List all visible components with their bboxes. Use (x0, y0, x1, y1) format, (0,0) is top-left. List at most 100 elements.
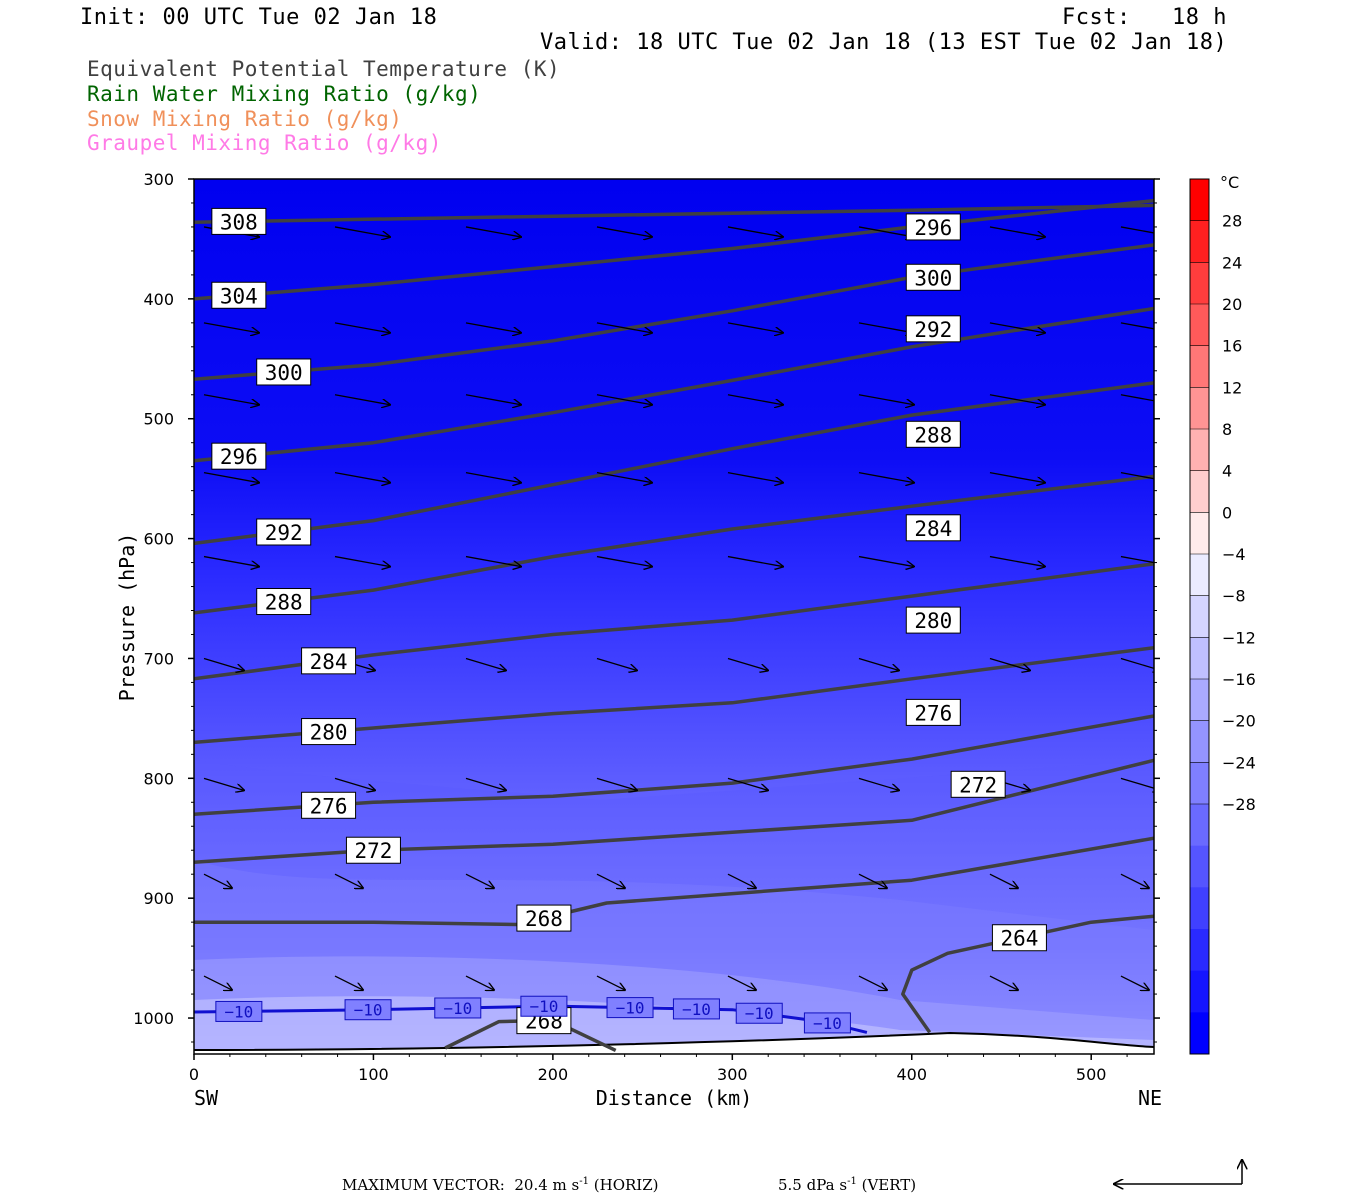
y-tick-label: 400 (143, 290, 174, 309)
wind-vector (858, 777, 899, 790)
contour-label: 296 (220, 445, 258, 469)
wind-vector (858, 555, 914, 567)
colorbar-swatch (1190, 720, 1209, 763)
wind-vector (989, 555, 1045, 567)
plot-frame (193, 178, 1155, 1055)
colorbar-swatch (1190, 1012, 1209, 1055)
wind-vector (989, 394, 1045, 405)
colorbar-frame (1189, 178, 1210, 1055)
wind-vector (334, 322, 390, 333)
wind-vector (596, 657, 637, 670)
colorbar-swatch (1190, 220, 1209, 263)
wind-vector (989, 657, 1030, 670)
wind-vector (334, 472, 390, 483)
temperature-label: −10 (682, 1000, 711, 1019)
theta-e-contour (901, 914, 1154, 1034)
wind-vector (334, 226, 390, 237)
wind-vector (989, 322, 1045, 333)
colorbar-label: 12 (1222, 378, 1242, 397)
legend-equivalent-potential-temperature: Equivalent Potential Temperature (K) (87, 57, 561, 81)
wind-vector (203, 975, 232, 990)
contour-label-box (301, 791, 357, 819)
wind-vector (465, 472, 521, 483)
wind-vector (203, 322, 259, 333)
wind-vector (727, 873, 756, 888)
wind-vector (1120, 555, 1154, 564)
temperature-label: −10 (616, 999, 645, 1018)
wind-vector (596, 873, 625, 888)
contour-label: 272 (959, 773, 997, 797)
contour-label-box (211, 281, 267, 309)
wind-vector (465, 394, 521, 405)
temperature-label-box (606, 997, 654, 1019)
colorbar-label: −24 (1222, 753, 1256, 772)
wind-vector (727, 975, 756, 990)
temperature-label-box (672, 998, 720, 1020)
wind-vector (203, 777, 244, 790)
contour-label-box (950, 770, 1006, 798)
wind-vector (596, 226, 652, 237)
legend-graupel-mixing-ratio: Graupel Mixing Ratio (g/kg) (87, 131, 442, 155)
wind-vector (1120, 322, 1154, 330)
y-tick-label: 700 (143, 649, 174, 668)
legend-snow-mixing-ratio: Snow Mixing Ratio (g/kg) (87, 107, 403, 131)
wind-vector (727, 472, 783, 483)
temperature-label-box (520, 995, 568, 1017)
temperature-label-box (735, 1002, 783, 1024)
contour-label-box (905, 213, 961, 241)
contour-label-box (905, 315, 961, 343)
wind-vector (203, 657, 244, 670)
contour-label: 276 (914, 701, 952, 725)
wind-vector (727, 322, 783, 333)
temperature-label: −10 (443, 999, 472, 1018)
wind-vector (1120, 777, 1154, 790)
contour-label-box (211, 207, 267, 235)
contour-label-box (905, 698, 961, 726)
colorbar-label: 4 (1222, 462, 1232, 481)
wind-vector (727, 555, 783, 567)
temperature-label-box (215, 1000, 263, 1022)
contour-label-box (256, 518, 312, 546)
wind-vector (203, 472, 259, 483)
colorbar-swatch (1190, 804, 1209, 847)
wind-vector (989, 226, 1045, 237)
wind-vector (465, 777, 506, 790)
theta-e-contour (194, 203, 1154, 224)
legend-rain-water-mixing-ratio: Rain Water Mixing Ratio (g/kg) (87, 82, 482, 106)
colorbar-swatch (1190, 679, 1209, 722)
wind-vector (203, 394, 259, 405)
temperature-label: −10 (813, 1014, 842, 1033)
wind-vector (334, 777, 375, 790)
wind-vector (596, 472, 652, 483)
contour-label: 280 (914, 609, 952, 633)
wind-vector (1120, 657, 1154, 670)
wind-vector (989, 873, 1018, 888)
wind-vector (334, 873, 363, 888)
contour-label: 264 (1000, 927, 1038, 951)
y-tick-label: 900 (143, 889, 174, 908)
y-tick-label: 1000 (133, 1009, 174, 1028)
wind-vector (727, 394, 783, 405)
contour-label: 284 (310, 650, 348, 674)
wind-vector (858, 975, 887, 990)
contour-label: 300 (265, 361, 303, 385)
contour-label: 284 (914, 517, 952, 541)
colorbar-swatch (1190, 637, 1209, 680)
x-tick-label: 300 (717, 1065, 748, 1084)
wind-vector (334, 555, 390, 567)
wind-vector (858, 394, 914, 405)
colorbar-label: −4 (1222, 545, 1246, 564)
colorbar-swatch (1190, 554, 1209, 597)
contour-label: 288 (265, 591, 303, 615)
wind-vector (596, 322, 652, 333)
theta-e-contour (194, 758, 1154, 864)
contour-label-box (256, 588, 312, 616)
wind-vector (465, 873, 494, 888)
colorbar-swatch (1190, 970, 1209, 1013)
theta-e-contour (194, 381, 1154, 546)
contour-label: 288 (914, 423, 952, 447)
contour-label: 280 (310, 721, 348, 745)
y-axis-title: Pressure (hPa) (115, 533, 139, 702)
colorbar-swatch (1190, 304, 1209, 347)
